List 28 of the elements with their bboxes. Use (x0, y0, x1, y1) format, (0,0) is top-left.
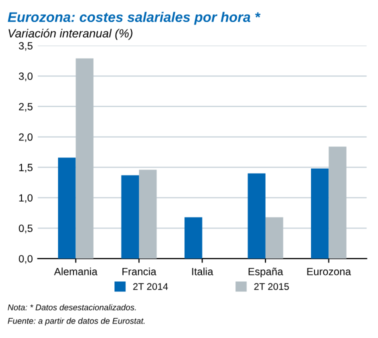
source-note: Fuente: a partir de datos de Eurostat. (8, 318, 145, 326)
bar (76, 58, 94, 259)
bar (311, 168, 329, 259)
y-tick-label: 2,0 (18, 133, 33, 142)
bar (328, 146, 346, 259)
y-tick-label: 0,0 (18, 255, 33, 264)
bar (265, 217, 284, 259)
y-tick-label: 1,5 (19, 164, 33, 172)
text: Nota: * Datos desestacionalizados. (8, 304, 136, 310)
bar (248, 173, 266, 259)
y-tick-label: 0,5 (18, 224, 33, 234)
x-tick-label: Francia (122, 268, 156, 276)
bar (58, 158, 76, 259)
bar (138, 170, 157, 259)
bar (121, 175, 139, 259)
chart-subtitle: Variación interanual (%) (8, 28, 132, 40)
y-tick-label: 3,5 (18, 42, 33, 51)
y-tick-label: 2,5 (18, 102, 33, 112)
legend-label: 2T 2015 (254, 283, 289, 290)
x-tick-label: Eurozona (307, 268, 352, 276)
legend-label: 2T 2014 (133, 283, 168, 290)
y-tick-label: 1,0 (19, 194, 33, 203)
x-tick-label: España (248, 268, 284, 278)
bar (184, 217, 202, 259)
x-tick-label: Alemania (54, 268, 98, 276)
y-tick-label: 3,0 (18, 72, 33, 82)
chart-title: Eurozona: costes salariales por hora * (8, 12, 261, 25)
x-tick-label: Italia (192, 268, 214, 276)
